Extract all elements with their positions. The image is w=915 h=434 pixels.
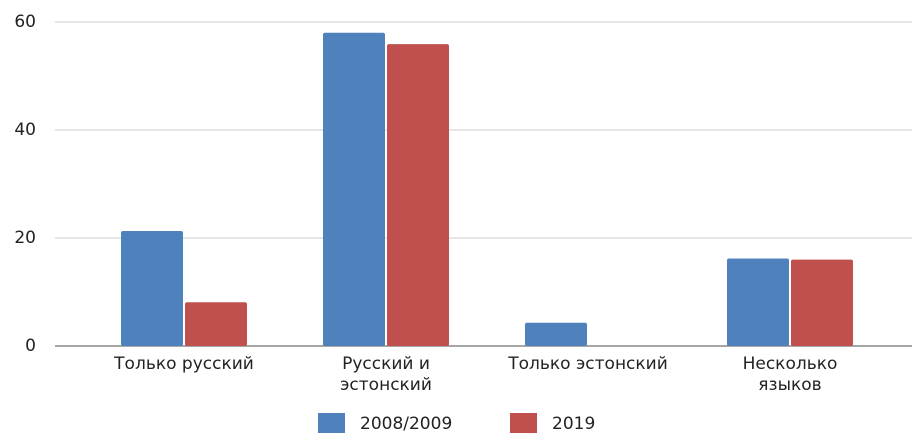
legend-label: 2008/2009 xyxy=(360,414,452,434)
bar xyxy=(791,259,853,346)
bar xyxy=(387,44,449,346)
bar xyxy=(323,32,385,347)
y-tick-label: 60 xyxy=(14,12,36,32)
x-tick-label: Несколько языков xyxy=(742,354,838,395)
bar xyxy=(121,230,183,346)
x-tick-label: Только эстонский xyxy=(508,354,668,374)
bar xyxy=(525,322,587,346)
y-tick-label: 40 xyxy=(14,120,36,140)
y-tick-label: 20 xyxy=(14,228,36,248)
x-tick-label: Русский и эстонский xyxy=(340,354,432,395)
bar xyxy=(727,258,789,346)
x-tick-label: Только русский xyxy=(114,354,254,374)
legend-swatch xyxy=(510,413,537,433)
legend-swatch xyxy=(318,413,345,433)
y-tick-label: 0 xyxy=(25,336,36,356)
legend-label: 2019 xyxy=(552,414,595,434)
bar xyxy=(185,302,247,346)
